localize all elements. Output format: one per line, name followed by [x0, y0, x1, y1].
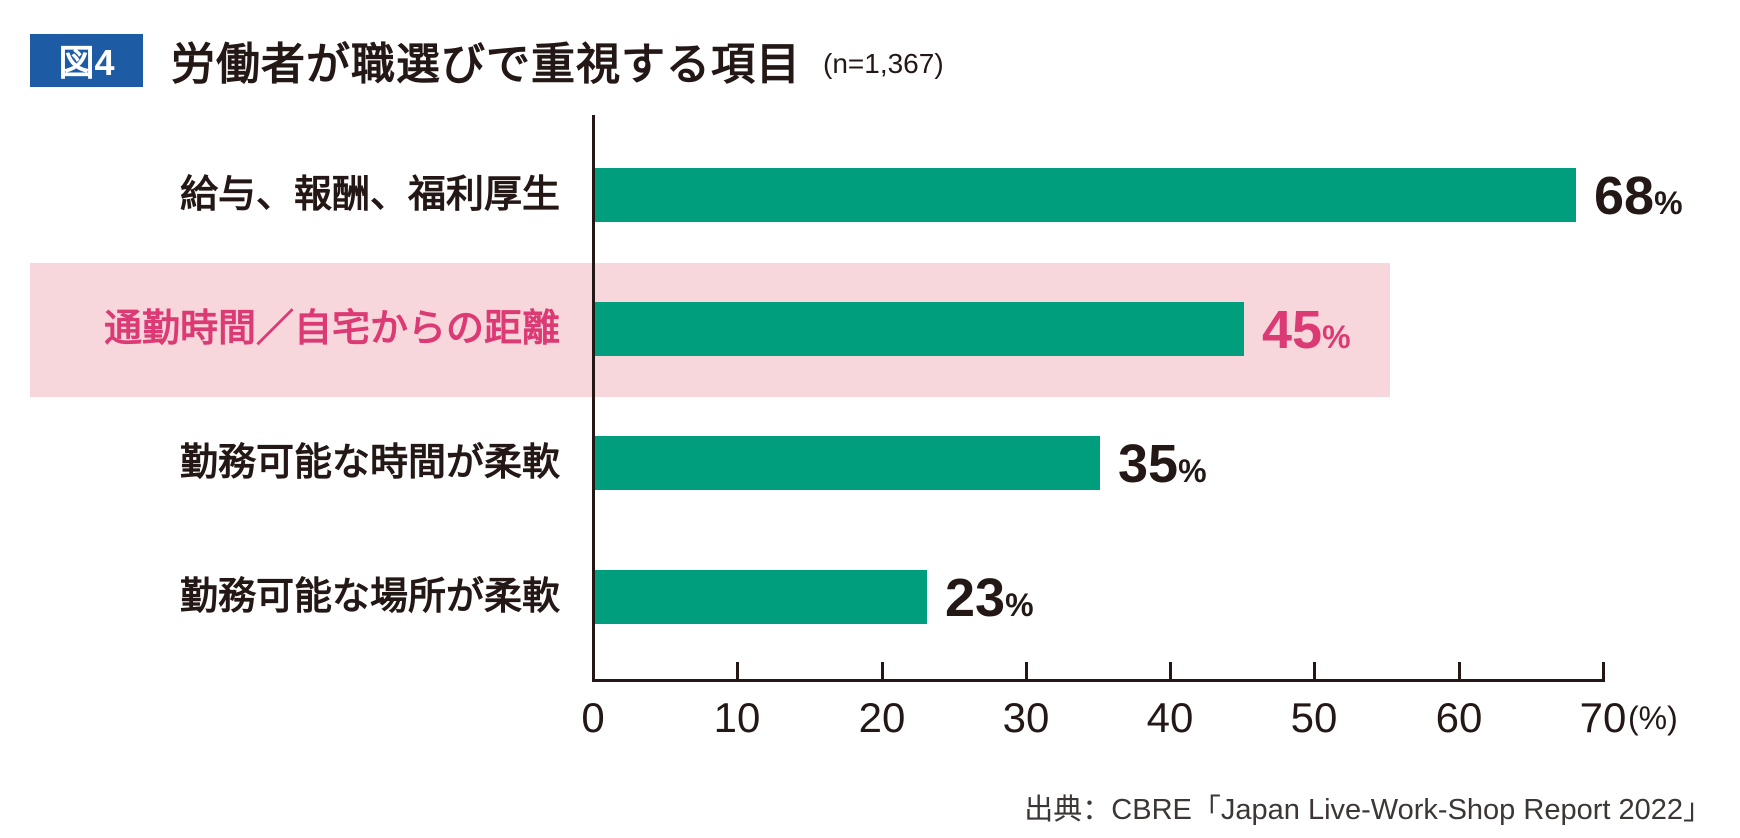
- axis-unit-label: (%): [1628, 700, 1678, 736]
- x-tick-label: 60: [1435, 694, 1483, 741]
- x-tick-label: 40: [1146, 694, 1194, 741]
- sample-size: (n=1,367): [823, 48, 944, 79]
- bar-row-salary: 給与、報酬、福利厚生 68%: [0, 166, 1740, 226]
- value-label: 35%: [1118, 434, 1207, 494]
- x-tick-label: 50: [1290, 694, 1338, 741]
- chart-header: 図4 労働者が職選びで重視する項目 (n=1,367): [30, 28, 944, 92]
- figure-number-badge: 図4: [30, 33, 143, 87]
- x-tick-mark: [1458, 662, 1461, 679]
- category-label: 勤務可能な場所が柔軟: [179, 576, 560, 618]
- bar: [595, 302, 1244, 356]
- bar: [595, 436, 1100, 490]
- value-label: 68%: [1594, 166, 1683, 226]
- bar: [595, 570, 927, 624]
- category-label: 通勤時間／自宅からの距離: [103, 308, 560, 350]
- category-label: 給与、報酬、福利厚生: [179, 174, 560, 216]
- x-tick-mark: [1313, 662, 1316, 679]
- bar-row-flexible-hours: 勤務可能な時間が柔軟 35%: [0, 434, 1740, 494]
- x-tick-label: 10: [713, 694, 761, 741]
- x-tick-mark: [1602, 662, 1605, 679]
- x-tick-mark: [1025, 662, 1028, 679]
- y-axis-line: [592, 115, 595, 682]
- x-tick-label: 30: [1002, 694, 1050, 741]
- x-tick-label: 0: [581, 694, 605, 741]
- value-label: 23%: [945, 568, 1034, 628]
- x-tick-label: 70: [1579, 694, 1627, 741]
- x-tick-mark: [1169, 662, 1172, 679]
- chart-title: 労働者が職選びで重視する項目: [171, 40, 801, 89]
- x-tick-label: 20: [858, 694, 906, 741]
- bar-row-commute: 通勤時間／自宅からの距離 45%: [0, 300, 1740, 360]
- bar: [595, 168, 1576, 222]
- category-label: 勤務可能な時間が柔軟: [179, 442, 560, 484]
- bar-row-flexible-location: 勤務可能な場所が柔軟 23%: [0, 568, 1740, 628]
- x-tick-mark: [736, 662, 739, 679]
- x-tick-mark: [881, 662, 884, 679]
- value-label: 45%: [1262, 300, 1351, 360]
- source-citation: 出典：CBRE「Japan Live-Work-Shop Report 2022…: [1024, 794, 1712, 826]
- x-axis-line: [592, 679, 1605, 682]
